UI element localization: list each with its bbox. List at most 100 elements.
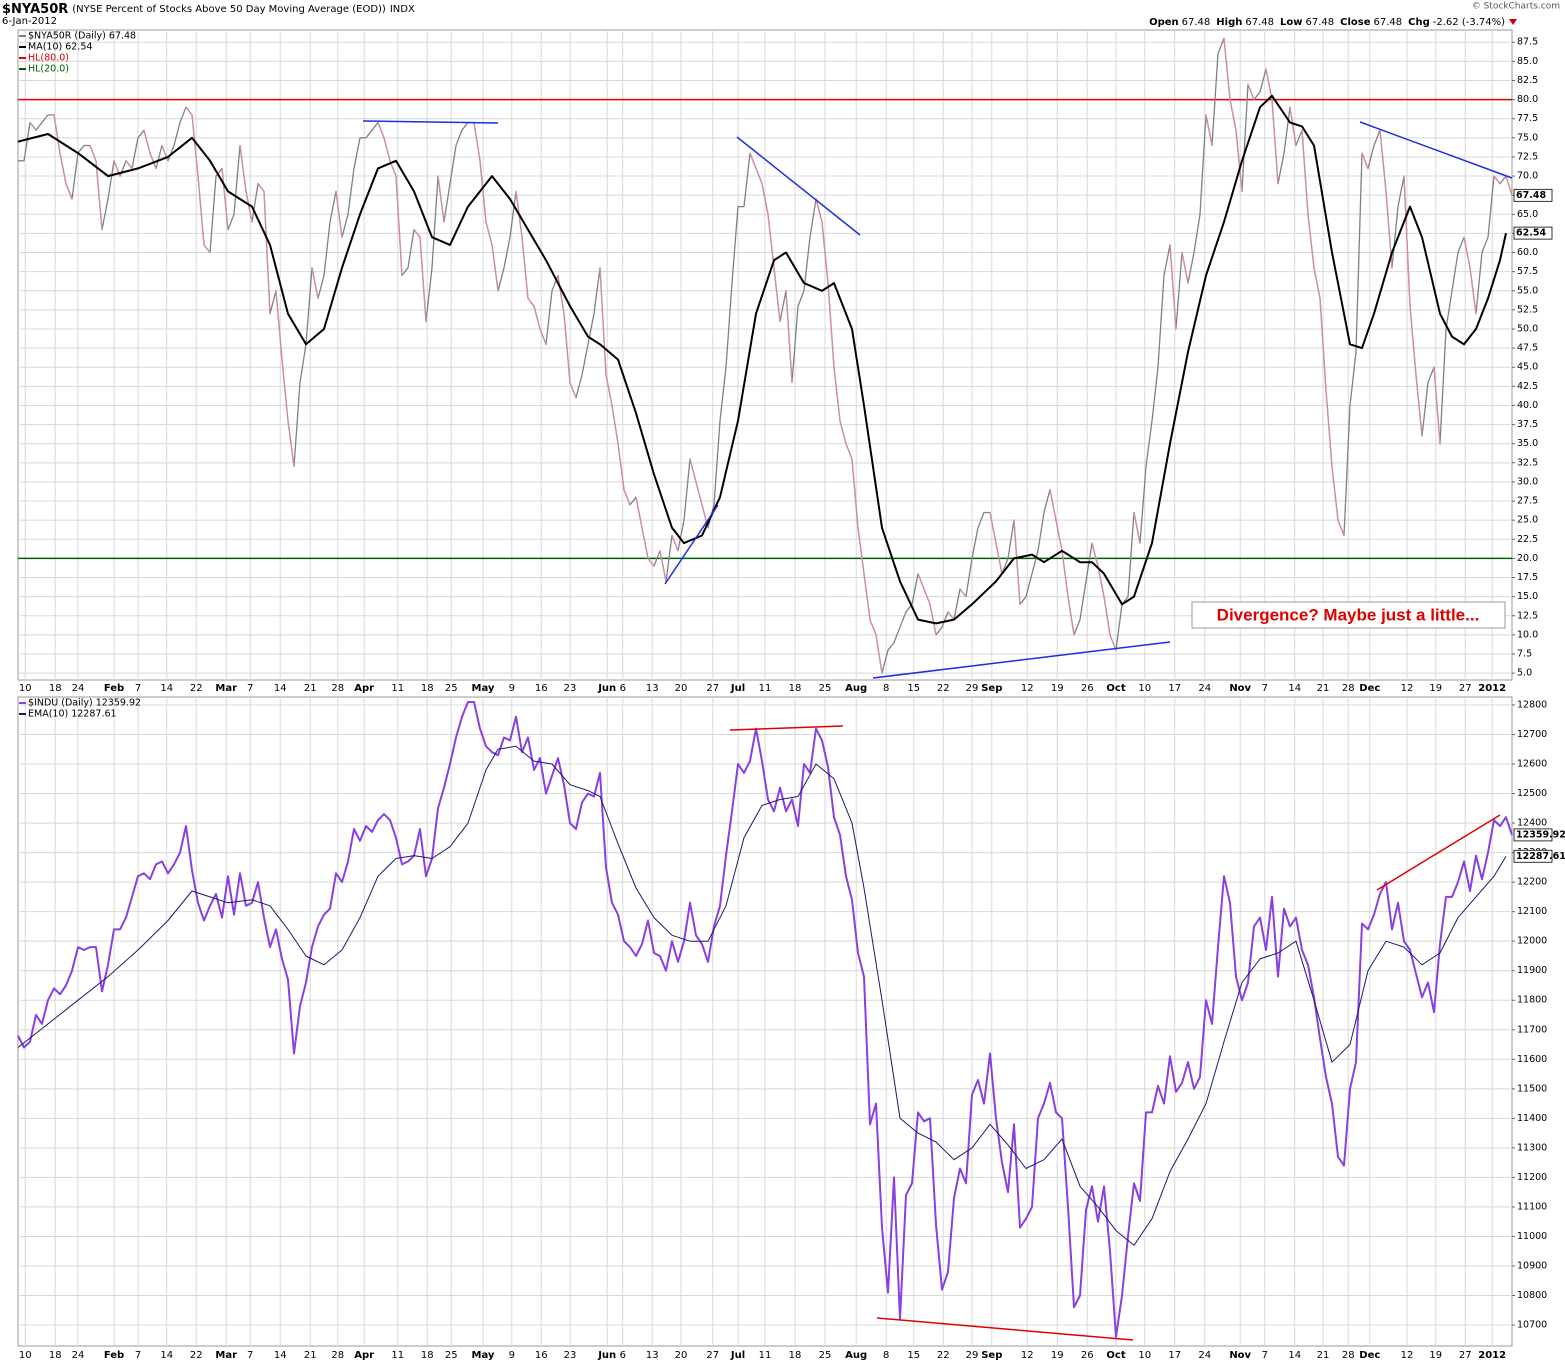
down-segment [689, 458, 697, 483]
y-tick-label: 70.0 [1517, 171, 1538, 182]
x-tick-label: 22 [937, 683, 950, 694]
trend-line [1376, 814, 1501, 891]
x-tick-label: Apr [354, 1350, 374, 1361]
down-segment [1265, 68, 1273, 100]
down-segment [275, 290, 283, 360]
down-segment [1205, 114, 1213, 146]
down-segment [281, 359, 289, 421]
down-segment [413, 229, 421, 238]
series-line [17, 701, 1513, 1338]
x-tick-label: Dec [1359, 683, 1380, 694]
down-segment [221, 168, 229, 230]
down-segment [143, 130, 151, 154]
series-line [17, 745, 1507, 1246]
trend-line [362, 120, 499, 124]
down-segment [1505, 175, 1513, 196]
x-tick-label: Feb [104, 683, 124, 694]
chart-body: 5.0 7.5 10.0 12.5 15.0 17.5 20.0 22.5 25.0 27.5 30… [17, 29, 1565, 1361]
y-tick-label: 12800 [1517, 699, 1547, 710]
x-tick-label: 26 [1081, 1350, 1094, 1361]
down-segment [833, 367, 841, 421]
down-segment [1229, 99, 1237, 131]
down-segment [1337, 519, 1345, 536]
down-segment [557, 275, 565, 314]
down-segment [1169, 244, 1177, 330]
down-segment [659, 550, 667, 582]
legend-label: HL(20.0) [28, 64, 69, 75]
x-tick-label: 14 [1288, 683, 1301, 694]
x-tick-label: 16 [535, 1350, 548, 1361]
y-tick-label: 12400 [1517, 818, 1547, 829]
x-tick-label: 12 [1401, 683, 1414, 694]
down-segment [827, 283, 835, 368]
down-segment [1415, 374, 1423, 437]
x-tick-label: Feb [104, 1350, 124, 1361]
down-segment [1469, 267, 1477, 314]
down-segment [695, 481, 703, 506]
quote-label: Chg [1408, 17, 1430, 28]
x-tick-label: 18 [421, 1350, 434, 1361]
x-tick-label: 7 [1262, 683, 1268, 694]
down-segment [605, 374, 613, 406]
down-segment [989, 512, 997, 544]
x-tick-label: 13 [646, 1350, 659, 1361]
down-segment [749, 152, 757, 169]
last-value-label: 62.54 [1516, 228, 1546, 239]
down-segment [1061, 550, 1069, 597]
y-tick-label: 55.0 [1517, 285, 1538, 296]
down-segment [1067, 596, 1075, 635]
series-line [17, 94, 1507, 625]
y-tick-label: 10900 [1517, 1260, 1547, 1271]
down-segment [785, 290, 793, 383]
down-segment [185, 106, 193, 116]
x-tick-label: 28 [331, 683, 344, 694]
down-segment [203, 244, 211, 253]
quote-label: High [1216, 17, 1242, 28]
x-tick-label: 11 [759, 683, 772, 694]
x-tick-label: 10 [1138, 1350, 1151, 1361]
y-tick-label: 11700 [1517, 1024, 1547, 1035]
annotation-box [1191, 601, 1506, 629]
x-tick-label: 17 [1168, 683, 1181, 694]
chart-date: 6-Jan-2012 [2, 16, 57, 27]
y-tick-label: 10.0 [1517, 629, 1538, 640]
annotation: Divergence? Maybe just a little... [1217, 605, 1480, 624]
quote: Open 67.48 High 67.48 Low 67.48 Close 67.48 Chg -… [1149, 17, 1505, 28]
down-segment [869, 619, 877, 636]
down-segment [1301, 130, 1309, 215]
down-segment [767, 214, 775, 268]
down-segment [755, 168, 763, 184]
y-tick-label: 12100 [1517, 906, 1547, 917]
legend-label: HL(80.0) [28, 53, 69, 64]
x-tick-label: 24 [72, 1350, 85, 1361]
x-tick-label: 27 [1459, 683, 1472, 694]
x-tick-label: 8 [883, 683, 889, 694]
x-tick-label: 8 [883, 1350, 889, 1361]
x-tick-label: 25 [819, 683, 832, 694]
x-tick-label: 15 [907, 683, 920, 694]
x-tick-label: 6 [620, 1350, 626, 1361]
x-tick-label: 21 [1317, 683, 1330, 694]
down-segment [491, 244, 499, 291]
x-tick-label: Nov [1229, 1350, 1251, 1361]
x-tick-label: 21 [304, 1350, 317, 1361]
down-segment [1433, 367, 1441, 444]
x-tick-label: Jun [597, 683, 616, 694]
down-segment [851, 458, 859, 528]
x-tick-label: 7 [247, 683, 253, 694]
y-tick-label: 10700 [1517, 1320, 1547, 1331]
quote-label: Low [1280, 17, 1302, 28]
down-segment [263, 191, 271, 314]
x-tick-label: 20 [675, 683, 688, 694]
down-segment [149, 152, 157, 169]
x-tick-label: 12 [1401, 1350, 1414, 1361]
x-tick-label: Aug [845, 683, 867, 694]
y-tick-label: 77.5 [1517, 113, 1538, 124]
down-segment [311, 267, 319, 299]
y-tick-label: 65.0 [1517, 209, 1538, 220]
x-tick-label: 18 [49, 683, 62, 694]
y-tick-label: 60.0 [1517, 247, 1538, 258]
trend-line [872, 641, 1171, 679]
y-tick-label: 30.0 [1517, 476, 1538, 487]
